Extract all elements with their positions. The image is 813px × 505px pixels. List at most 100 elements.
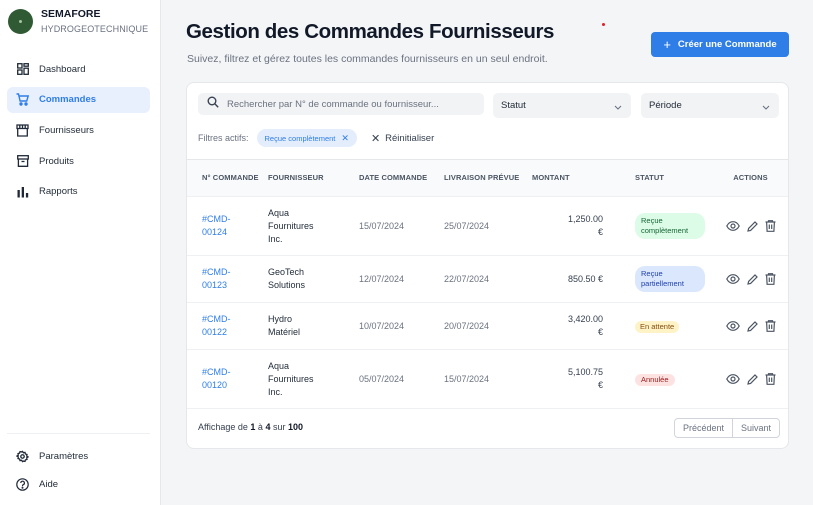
search-icon: [207, 95, 219, 113]
eye-icon[interactable]: [725, 221, 740, 231]
cart-icon: [16, 93, 29, 106]
page-subtitle: Suivez, filtrez et gérez toutes les comm…: [187, 53, 548, 65]
sidebar-divider: [7, 433, 150, 434]
orders-table: N° Commande Fournisseur Date Commande Li…: [187, 159, 788, 409]
order-date-cell: 10/07/2024: [359, 320, 405, 331]
filter-chip[interactable]: Reçue complètement ✕: [256, 129, 357, 147]
sidebar-item-label: Aide: [39, 478, 59, 490]
sidebar: SEMAFORE HYDROGEOTECHNIQUE Dashboard Com…: [0, 0, 161, 505]
active-filters-label: Filtres actifs:: [198, 133, 249, 143]
table-footer: Affichage de 1 à 4 sur 100 Précédent Sui…: [187, 408, 788, 448]
sidebar-item-label: Paramètres: [39, 450, 89, 462]
col-status[interactable]: Statut: [635, 173, 665, 182]
plus-icon: +: [663, 37, 671, 52]
brand-subtitle: HYDROGEOTECHNIQUE: [41, 24, 149, 34]
status-badge: Reçue complètement: [635, 213, 705, 239]
edit-icon[interactable]: [746, 220, 758, 232]
chevron-down-icon: [614, 97, 622, 115]
row-actions: [711, 273, 788, 285]
order-link[interactable]: #CMD-00124: [202, 214, 231, 237]
order-date-cell: 05/07/2024: [359, 373, 405, 384]
search-box[interactable]: [198, 93, 484, 115]
trash-icon[interactable]: [765, 220, 776, 232]
table-row: #CMD-00124 Aqua Fournitures Inc. 15/07/2…: [187, 197, 788, 256]
sidebar-item-produits[interactable]: Produits: [7, 148, 150, 174]
col-amount[interactable]: Montant: [532, 173, 570, 182]
sidebar-item-label: Rapports: [39, 186, 78, 198]
supplier-cell: Hydro Matériel: [268, 314, 301, 337]
sidebar-item-label: Commandes: [39, 94, 97, 106]
row-actions: [711, 220, 788, 232]
eye-icon[interactable]: [725, 374, 740, 384]
pagination: Précédent Suivant: [673, 418, 780, 438]
page-title: Gestion des Commandes Fournisseurs: [186, 20, 555, 43]
store-icon: [16, 124, 29, 137]
pagination-info: Affichage de 1 à 4 sur 100: [198, 422, 304, 432]
supplier-cell: Aqua Fournitures Inc.: [268, 360, 314, 397]
sidebar-item-label: Dashboard: [39, 63, 86, 75]
edit-icon[interactable]: [746, 373, 758, 385]
period-select[interactable]: Période: [641, 93, 779, 118]
order-date-cell: 12/07/2024: [359, 273, 405, 284]
sidebar-item-fournisseurs[interactable]: Fournisseurs: [7, 117, 150, 143]
sidebar-item-commandes[interactable]: Commandes: [7, 86, 150, 113]
status-select[interactable]: Statut: [493, 93, 631, 118]
amount-cell: 3,420.00 €: [567, 314, 603, 337]
create-order-button[interactable]: + Créer une Commande: [651, 32, 789, 57]
close-icon: ✕: [370, 132, 381, 145]
sidebar-bottom-nav: Paramètres Aide: [7, 443, 150, 499]
delivery-date-cell: 22/07/2024: [444, 273, 490, 284]
order-link[interactable]: #CMD-00123: [202, 267, 231, 290]
delivery-date-cell: 20/07/2024: [444, 320, 490, 331]
reset-label: Réinitialiser: [385, 132, 435, 144]
edit-icon[interactable]: [746, 320, 758, 332]
sidebar-item-parametres[interactable]: Paramètres: [7, 443, 150, 469]
order-link[interactable]: #CMD-00122: [202, 314, 231, 337]
table-row: #CMD-00123 GeoTech Solutions 12/07/2024 …: [187, 256, 788, 303]
next-page-button[interactable]: Suivant: [731, 419, 779, 437]
col-order-date[interactable]: Date Commande: [359, 173, 428, 182]
period-select-value: Période: [649, 100, 682, 111]
amount-cell: 5,100.75 €: [567, 367, 603, 390]
table-header: N° Commande Fournisseur Date Commande Li…: [187, 159, 788, 197]
table-row: #CMD-00120 Aqua Fournitures Inc. 05/07/2…: [187, 350, 788, 409]
supplier-cell: Aqua Fournitures Inc.: [268, 207, 314, 244]
supplier-cell: GeoTech Solutions: [268, 267, 306, 290]
col-order-number[interactable]: N° Commande: [202, 173, 259, 182]
previous-page-button[interactable]: Précédent: [674, 419, 732, 437]
status-badge: Annulée: [635, 373, 675, 386]
brand-logo: [8, 9, 33, 34]
delivery-date-cell: 25/07/2024: [444, 220, 490, 231]
remove-filter-icon[interactable]: ✕: [341, 132, 349, 143]
delivery-date-cell: 15/07/2024: [444, 373, 490, 384]
trash-icon[interactable]: [765, 373, 776, 385]
notification-dot: [602, 23, 605, 26]
eye-icon[interactable]: [725, 321, 740, 331]
sidebar-item-rapports[interactable]: Rapports: [7, 179, 150, 205]
chevron-down-icon: [762, 97, 770, 115]
sidebar-item-dashboard[interactable]: Dashboard: [7, 56, 150, 82]
brand-name: SEMAFORE: [41, 8, 101, 20]
col-delivery-date[interactable]: Livraison Prévue: [444, 173, 520, 182]
order-link[interactable]: #CMD-00120: [202, 367, 231, 390]
table-row: #CMD-00122 Hydro Matériel 10/07/2024 20/…: [187, 303, 788, 350]
search-input[interactable]: [227, 98, 477, 110]
create-order-label: Créer une Commande: [677, 39, 777, 50]
row-actions: [711, 373, 788, 385]
sidebar-item-aide[interactable]: Aide: [7, 471, 150, 497]
status-badge: En attente: [635, 320, 680, 333]
trash-icon[interactable]: [765, 273, 776, 285]
help-icon: [16, 477, 29, 491]
edit-icon[interactable]: [746, 273, 758, 285]
orders-card: Statut Période Filtres actifs: Reçue com…: [186, 82, 789, 449]
sidebar-nav: Dashboard Commandes Fournisseurs Produit…: [7, 56, 150, 209]
reset-filters-button[interactable]: ✕ Réinitialiser: [371, 132, 434, 145]
filter-chip-label: Reçue complètement: [264, 133, 336, 143]
trash-icon[interactable]: [765, 320, 776, 332]
sidebar-item-label: Fournisseurs: [39, 124, 94, 136]
dashboard-icon: [16, 63, 29, 76]
amount-cell: 850.50 €: [567, 273, 603, 284]
col-supplier[interactable]: Fournisseur: [268, 173, 324, 182]
bar-chart-icon: [16, 185, 29, 198]
eye-icon[interactable]: [725, 274, 740, 284]
